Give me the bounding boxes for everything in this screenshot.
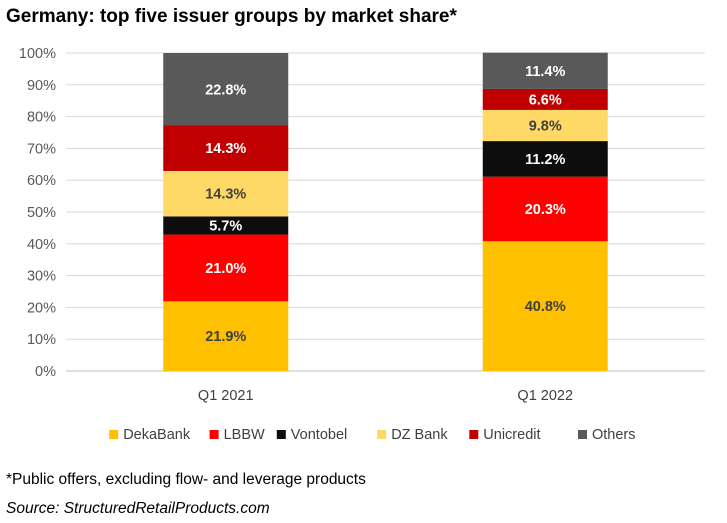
y-tick-label: 10%	[27, 332, 56, 348]
legend-swatch	[276, 430, 286, 439]
y-tick-label: 20%	[27, 300, 56, 316]
bar-segment	[163, 301, 289, 371]
bar-segment	[163, 170, 289, 217]
legend-swatch	[109, 430, 119, 439]
y-tick-label: 80%	[27, 110, 56, 126]
footnote: *Public offers, excluding flow- and leve…	[6, 471, 366, 488]
y-tick-label: 0%	[35, 364, 56, 380]
data-label: 22.8%	[205, 82, 246, 98]
bar-segment	[482, 109, 608, 142]
bar-segment	[163, 216, 289, 235]
legend-label: DekaBank	[123, 427, 191, 443]
legend-label: LBBW	[224, 427, 265, 443]
legend-swatch	[578, 430, 587, 439]
y-tick-label: 70%	[27, 141, 56, 157]
data-label: 6.6%	[529, 92, 562, 108]
y-tick-label: 40%	[27, 237, 56, 253]
data-label: 5.7%	[209, 219, 242, 235]
data-label: 9.8%	[529, 119, 562, 135]
data-label: 40.8%	[525, 299, 566, 315]
chart-title: Germany: top five issuer groups by marke…	[6, 6, 457, 27]
legend-label: Vontobel	[291, 427, 347, 443]
legend-swatch	[209, 430, 219, 439]
data-label: 20.3%	[525, 202, 566, 218]
bar-segment	[482, 88, 608, 110]
data-label: 11.2%	[525, 152, 565, 168]
data-label: 21.9%	[205, 329, 246, 345]
y-tick-label: 50%	[27, 205, 56, 221]
bar-segment	[482, 241, 608, 371]
y-tick-label: 60%	[27, 173, 56, 189]
legend-swatch	[469, 430, 479, 439]
data-label: 14.3%	[205, 141, 246, 157]
legend-label: Unicredit	[483, 427, 540, 443]
source-note: Source: StructuredRetailProducts.com	[6, 500, 270, 517]
data-label: 14.3%	[205, 187, 246, 203]
data-label: 11.4%	[525, 64, 565, 80]
y-tick-label: 90%	[27, 78, 56, 94]
x-tick-label: Q1 2021	[198, 388, 254, 404]
bar-segment	[482, 141, 608, 177]
bar-segment	[163, 125, 289, 171]
legend-label: Others	[592, 427, 636, 443]
bar-segment	[163, 53, 289, 126]
y-tick-label: 30%	[27, 269, 56, 285]
bar-segment	[163, 234, 289, 302]
x-tick-label: Q1 2022	[517, 388, 573, 404]
legend-label: DZ Bank	[391, 427, 448, 443]
bar-segment	[482, 52, 608, 89]
y-tick-label: 100%	[19, 46, 56, 62]
data-label: 21.0%	[205, 261, 246, 277]
legend-swatch	[377, 430, 387, 439]
bar-segment	[482, 176, 608, 242]
